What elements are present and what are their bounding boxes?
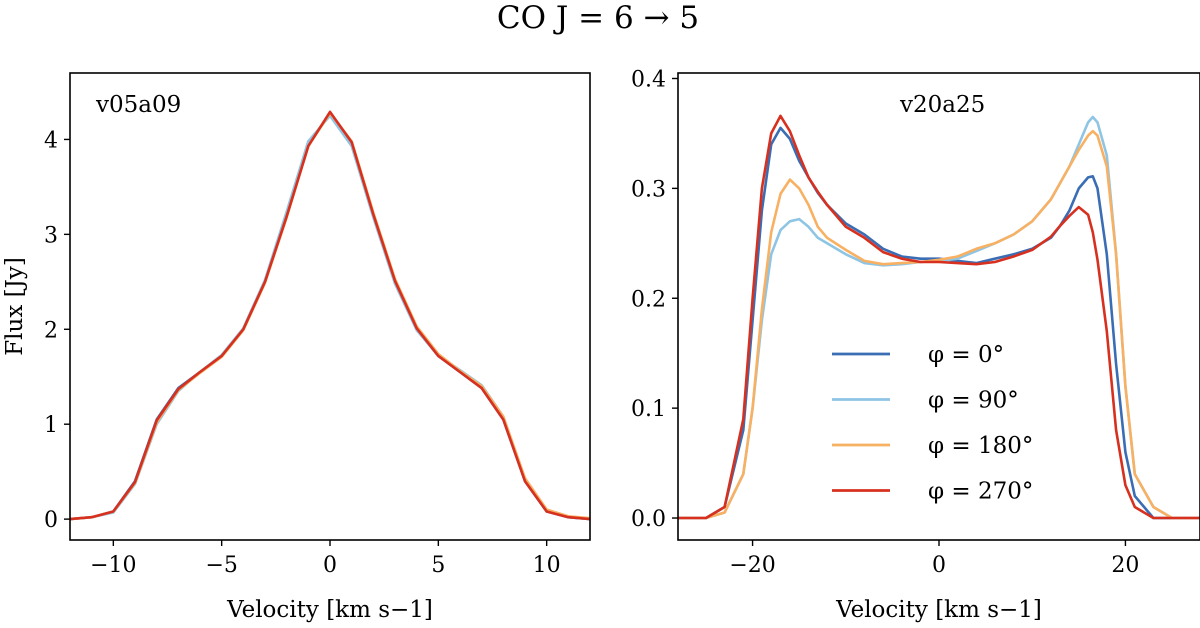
- legend-label: φ = 270°: [928, 479, 1033, 505]
- y-tick-label: 3: [44, 223, 58, 248]
- series-line-phi-90: [70, 114, 590, 521]
- series-line-phi-270: [678, 114, 1200, 520]
- panel-label: v05a09: [95, 92, 181, 118]
- legend-label: φ = 180°: [928, 433, 1033, 459]
- y-tick-label: 0.1: [631, 397, 666, 422]
- y-axis-label: Flux [Jy]: [2, 257, 28, 356]
- legend: φ = 0° φ = 90° φ = 180° φ = 270°: [832, 342, 1033, 505]
- y-tick-label: 1: [44, 413, 58, 438]
- y-tick-label: 0.0: [631, 507, 666, 532]
- panel-left: −10 −5 0 5 10 0 1 2 3 4 Velocity [km s−1] Flux [Jy]…: [2, 72, 591, 623]
- y-tick-label: 2: [44, 318, 58, 343]
- y-tick-label: 0.3: [631, 177, 666, 202]
- series-line-phi-90: [678, 115, 1200, 520]
- legend-label: φ = 90°: [928, 388, 1019, 414]
- panel-right: −20 0 20 0.0 0.1 0.2 0.3 0.4 Velocity [km s−1] v2…: [631, 67, 1200, 623]
- legend-label: φ = 0°: [928, 342, 1004, 368]
- x-tick-label: 0: [932, 553, 946, 578]
- y-tick-label: 0: [44, 508, 58, 533]
- series-line-phi-270: [70, 110, 590, 521]
- x-tick-label: 5: [431, 553, 445, 578]
- y-tick-label: 4: [44, 128, 58, 153]
- panel-label: v20a25: [899, 92, 985, 118]
- figure-title: CO J = 6 → 5: [497, 0, 699, 36]
- x-tick-label: −20: [729, 553, 775, 578]
- x-tick-label: −5: [205, 553, 237, 578]
- x-tick-label: 20: [1111, 553, 1139, 578]
- series-line-phi-0: [70, 112, 590, 521]
- x-tick-label: 10: [533, 553, 561, 578]
- x-tick-label: 0: [323, 553, 337, 578]
- plot-frame: [69, 72, 591, 541]
- x-tick-label: −10: [90, 553, 136, 578]
- series-line-phi-180: [70, 111, 590, 521]
- y-tick-label: 0.4: [631, 67, 666, 92]
- x-axis-label: Velocity [km s−1]: [835, 597, 1042, 623]
- x-axis-label: Velocity [km s−1]: [226, 597, 433, 623]
- y-tick-label: 0.2: [631, 287, 666, 312]
- series-line-phi-180: [678, 129, 1200, 520]
